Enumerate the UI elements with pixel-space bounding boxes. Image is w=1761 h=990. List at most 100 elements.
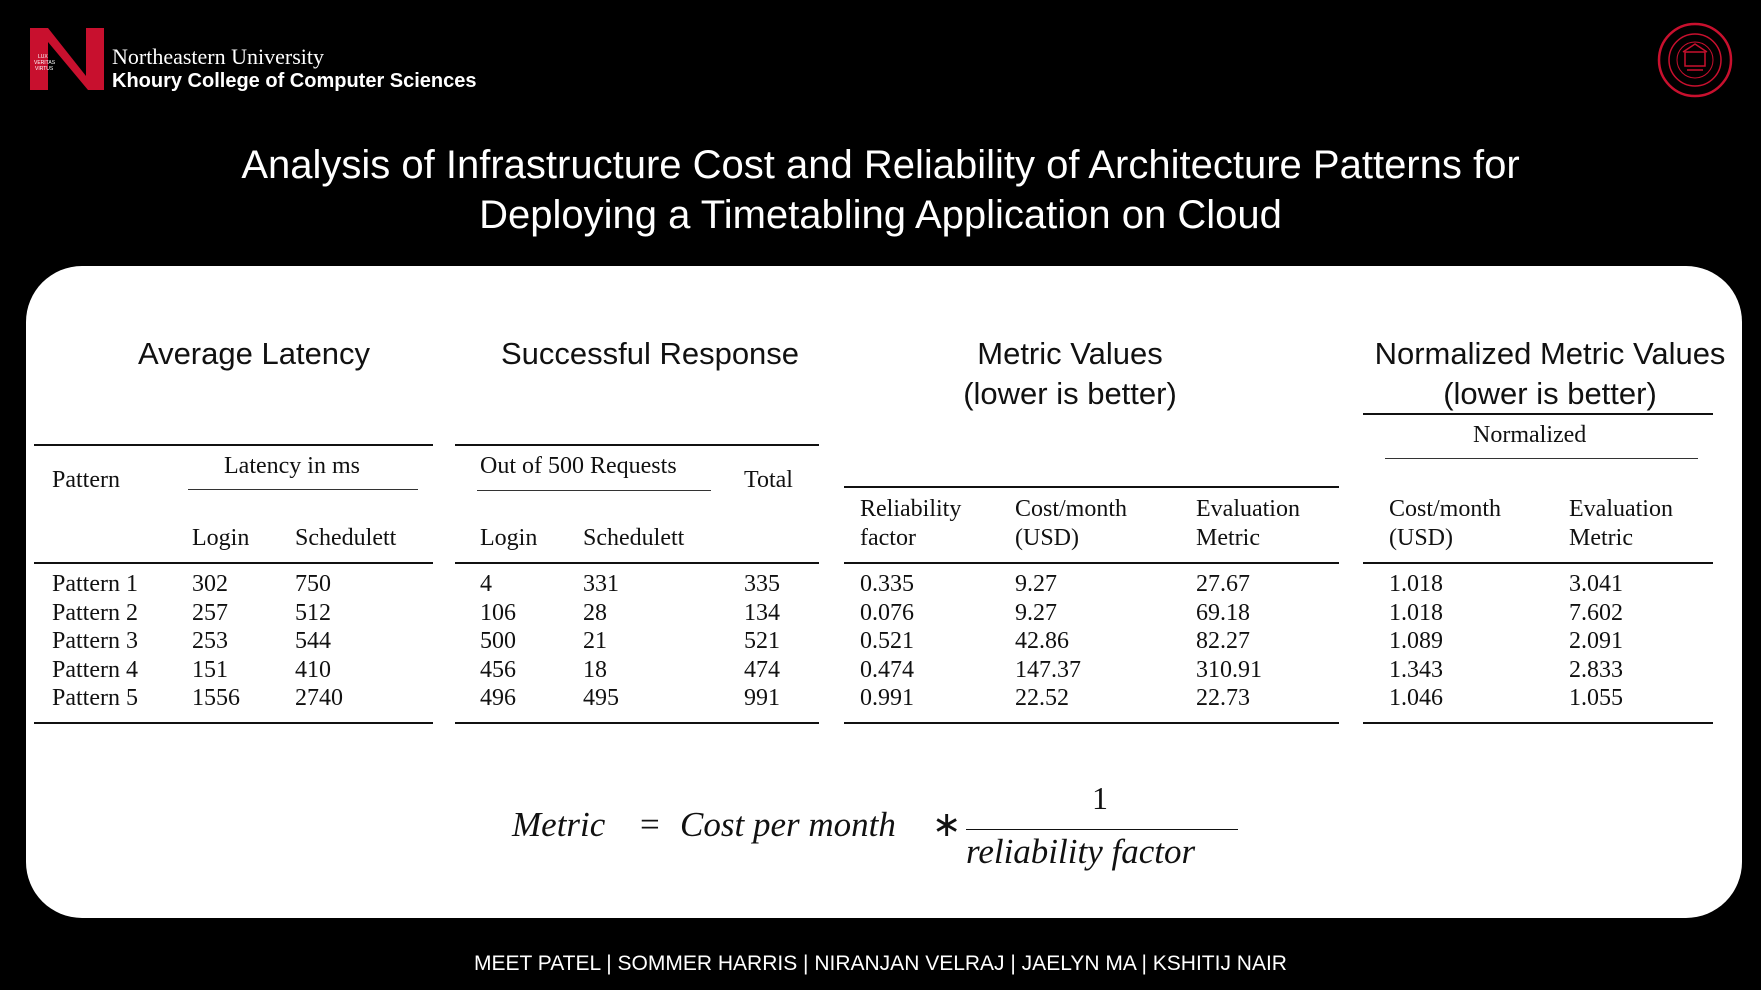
content-panel — [26, 266, 1742, 918]
table-cell: 18 — [583, 656, 607, 683]
table-cell: 410 — [295, 656, 331, 683]
metric-heading-line-2: (lower is better) — [963, 376, 1177, 411]
table-cell: 106 — [480, 599, 516, 626]
table-cell: 0.521 — [860, 628, 914, 654]
metric-col-reliability-2: factor — [860, 525, 916, 551]
norm-heading-line-1: Normalized Metric Values — [1374, 336, 1726, 371]
section-normalized-metric-values: Normalized Metric Values (lower is bette… — [1360, 334, 1740, 414]
norm-mid-rule — [1363, 562, 1713, 564]
formula-lhs: Metric — [512, 805, 606, 844]
norm-top-rule — [1363, 413, 1713, 415]
table-cell: 1.055 — [1569, 685, 1623, 711]
table-cell: 0.076 — [860, 599, 914, 626]
table-cell: 0.335 — [860, 571, 914, 597]
success-bottom-rule — [455, 722, 819, 724]
university-seal-icon — [1657, 22, 1733, 98]
success-top-rule — [455, 444, 819, 446]
latency-group-header: Latency in ms — [224, 453, 360, 479]
section-successful-response: Successful Response — [500, 336, 800, 371]
table-cell: 496 — [480, 685, 516, 711]
table-cell: 335 — [744, 571, 780, 597]
section-metric-values: Metric Values (lower is better) — [845, 334, 1295, 414]
metric-col-cost-2: (USD) — [1015, 525, 1079, 551]
table-cell: 28 — [583, 599, 607, 626]
latency-col-pattern: Pattern — [52, 467, 120, 493]
norm-col-cost-2: (USD) — [1389, 525, 1453, 551]
table-cell: Pattern 4 — [52, 656, 138, 683]
success-group-rule — [477, 490, 711, 491]
table-cell: 253 — [192, 628, 228, 654]
table-cell: 4 — [480, 571, 492, 597]
northeastern-logo: LUX VERITAS VIRTUS — [28, 24, 108, 94]
table-cell: 2740 — [295, 685, 343, 711]
title-line-1: Analysis of Infrastructure Cost and Reli… — [241, 143, 1520, 187]
table-cell: 2.833 — [1569, 656, 1623, 683]
metric-top-rule — [844, 486, 1339, 488]
table-cell: 544 — [295, 628, 331, 654]
table-cell: 512 — [295, 599, 331, 626]
table-cell: 22.52 — [1015, 685, 1069, 711]
svg-text:VIRTUS: VIRTUS — [35, 66, 54, 72]
success-col-login: Login — [480, 525, 538, 551]
metric-heading-line-1: Metric Values — [977, 336, 1163, 371]
table-cell: Pattern 2 — [52, 599, 138, 626]
norm-bottom-rule — [1363, 722, 1713, 724]
svg-text:VERITAS: VERITAS — [34, 60, 56, 66]
metric-col-cost-1: Cost/month — [1015, 496, 1128, 522]
success-mid-rule — [455, 562, 819, 564]
formula-operator: ∗ — [932, 805, 962, 844]
formula-fraction-bar — [966, 829, 1238, 830]
norm-heading-line-2: (lower is better) — [1443, 376, 1657, 411]
latency-col-schedulett: Schedulett — [295, 525, 397, 551]
metric-mid-rule — [844, 562, 1339, 564]
formula-numerator: 1 — [1092, 780, 1108, 816]
svg-text:LUX: LUX — [38, 54, 48, 60]
table-cell: 9.27 — [1015, 571, 1057, 597]
table-cell: 2.091 — [1569, 628, 1623, 654]
metric-col-eval-1: Evaluation — [1196, 496, 1300, 522]
table-cell: Pattern 3 — [52, 628, 138, 654]
metric-col-eval-2: Metric — [1196, 525, 1260, 551]
norm-col-eval-1: Evaluation — [1569, 496, 1673, 522]
table-cell: 7.602 — [1569, 599, 1623, 626]
university-name: Northeastern University — [112, 44, 324, 69]
title-line-2: Deploying a Timetabling Application on C… — [479, 193, 1282, 237]
latency-top-rule — [34, 444, 433, 446]
norm-group-rule — [1385, 458, 1698, 459]
author-list: MEET PATEL | SOMMER HARRIS | NIRANJAN VE… — [474, 952, 1287, 975]
page-title: Analysis of Infrastructure Cost and Reli… — [0, 140, 1761, 240]
latency-mid-rule — [34, 562, 433, 564]
table-cell: 82.27 — [1196, 628, 1250, 654]
success-group-header: Out of 500 Requests — [480, 453, 677, 479]
success-col-schedulett: Schedulett — [583, 525, 685, 551]
table-cell: 151 — [192, 656, 228, 683]
table-cell: 521 — [744, 628, 780, 654]
table-cell: Pattern 5 — [52, 685, 138, 711]
table-cell: 991 — [744, 685, 780, 711]
table-cell: Pattern 1 — [52, 571, 138, 597]
formula-equals: = — [640, 805, 660, 844]
table-cell: 21 — [583, 628, 607, 654]
norm-group-header: Normalized — [1473, 422, 1587, 448]
table-cell: 1556 — [192, 685, 240, 711]
latency-col-login: Login — [192, 525, 250, 551]
table-cell: 42.86 — [1015, 628, 1069, 654]
latency-group-rule — [188, 489, 418, 490]
table-cell: 257 — [192, 599, 228, 626]
table-cell: 22.73 — [1196, 685, 1250, 711]
table-cell: 147.37 — [1015, 656, 1081, 683]
table-cell: 500 — [480, 628, 516, 654]
table-cell: 331 — [583, 571, 619, 597]
metric-bottom-rule — [844, 722, 1339, 724]
success-col-total: Total — [744, 467, 793, 493]
table-cell: 1.018 — [1389, 599, 1443, 626]
latency-bottom-rule — [34, 722, 433, 724]
table-cell: 495 — [583, 685, 619, 711]
norm-col-eval-2: Metric — [1569, 525, 1633, 551]
formula-rhs: Cost per month — [680, 805, 896, 844]
formula-denominator: reliability factor — [966, 832, 1196, 871]
table-cell: 302 — [192, 571, 228, 597]
table-cell: 310.91 — [1196, 656, 1262, 683]
college-name: Khoury College of Computer Sciences — [112, 70, 477, 92]
metric-col-reliability-1: Reliability — [860, 496, 962, 522]
